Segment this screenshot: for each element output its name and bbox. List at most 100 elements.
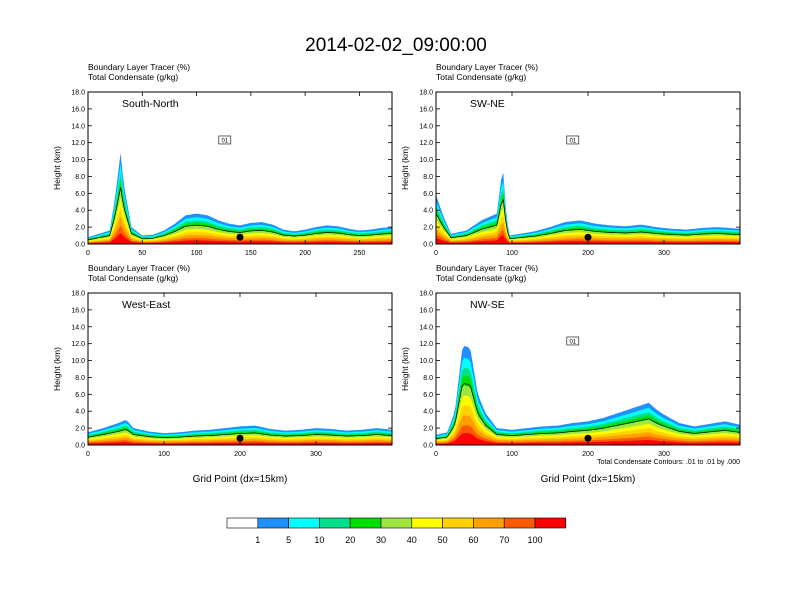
y-tick-label: 8.0 [423,174,433,181]
y-tick-label: 18.0 [419,291,433,298]
colorbar-label: 5 [286,535,291,545]
panel-south-north: Boundary Layer Tracer (%)Total Condensat… [52,62,393,257]
x-tick-label: 0 [434,451,438,458]
y-tick-label: 0.0 [423,443,433,450]
y-tick-label: 2.0 [423,225,433,232]
surface-point-marker [584,434,592,442]
x-tick-label: 250 [354,250,366,257]
tracer-band-6 [436,395,740,445]
x-tick-label: 300 [658,451,670,458]
x-tick-label: 100 [191,250,203,257]
x-tick-label: 100 [506,250,518,257]
panel-label: West-East [122,299,170,311]
y-tick-label: 16.0 [71,307,85,314]
panel-header-condensate: Total Condensate (g/kg) [436,72,526,82]
colorbar-swatch [442,517,474,529]
panel-header-condensate: Total Condensate (g/kg) [88,72,178,82]
y-tick-label: 12.0 [71,140,85,147]
x-tick-label: 150 [245,250,257,257]
y-tick-label: 6.0 [423,191,433,198]
colorbar-label: 60 [468,535,478,545]
y-tick-label: 14.0 [71,324,85,331]
panels: Boundary Layer Tracer (%)Total Condensat… [52,62,741,485]
condensate-contour-low [436,383,740,440]
tracer-field [436,345,740,445]
y-tick-label: 14.0 [419,324,433,331]
surface-point-marker [236,233,244,241]
panel-label: SW-NE [470,98,505,110]
condensate-contour-low [88,187,392,241]
colorbar-swatch [288,517,320,529]
colorbar-swatch [380,517,413,529]
y-axis-label: Height (km) [52,146,62,190]
colorbar-label: 20 [345,535,355,545]
panel-west-east: Boundary Layer Tracer (%)Total Condensat… [52,263,393,485]
x-tick-label: 0 [86,451,90,458]
y-tick-label: 8.0 [75,174,85,181]
y-tick-label: 4.0 [423,409,433,416]
y-tick-label: 16.0 [419,307,433,314]
contour-label-box [218,135,232,145]
y-tick-label: 2.0 [75,225,85,232]
contour-label: 01 [569,138,576,144]
y-tick-label: 18.0 [71,291,85,298]
x-tick-label: 100 [506,451,518,458]
y-tick-label: 18.0 [71,90,85,97]
x-tick-label: 0 [434,250,438,257]
y-tick-label: 6.0 [75,191,85,198]
y-tick-label: 2.0 [423,426,433,433]
plot-frame [87,292,393,446]
contour-label-box [566,336,580,346]
y-tick-label: 4.0 [75,409,85,416]
tracer-band-7 [436,405,740,445]
x-tick-label: 300 [310,451,322,458]
tracer-field [88,152,392,244]
y-tick-label: 14.0 [71,123,85,130]
x-tick-label: 0 [86,250,90,257]
panel-label: NW-SE [470,299,505,311]
y-tick-label: 14.0 [419,123,433,130]
colorbar-swatch [226,517,259,529]
colorbar-swatch [411,517,443,529]
y-tick-label: 6.0 [423,392,433,399]
x-tick-label: 200 [234,451,246,458]
contour-footnote: Total Condensate Contours: .01 to .01 by… [597,459,740,466]
y-tick-label: 16.0 [419,106,433,113]
panel-header-tracer: Boundary Layer Tracer (%) [436,263,538,273]
panel-sw-ne: Boundary Layer Tracer (%)Total Condensat… [400,62,741,257]
panel-header-tracer: Boundary Layer Tracer (%) [88,62,190,72]
y-tick-label: 4.0 [423,208,433,215]
y-tick-label: 2.0 [75,426,85,433]
colorbar-label: 40 [407,535,417,545]
colorbar-swatch [257,517,289,529]
panel-header-tracer: Boundary Layer Tracer (%) [436,62,538,72]
y-tick-label: 0.0 [75,443,85,450]
y-tick-label: 8.0 [75,375,85,382]
colorbar-swatch [349,517,382,529]
y-tick-label: 4.0 [75,208,85,215]
y-tick-label: 0.0 [423,242,433,249]
tracer-band-8 [436,415,740,445]
panel-nw-se: Boundary Layer Tracer (%) Total Condensat… [400,263,741,485]
contour-label-box [566,135,580,145]
y-tick-label: 6.0 [75,392,85,399]
y-axis-label: Height (km) [400,347,410,391]
colorbar-label: 70 [499,535,509,545]
y-tick-label: 10.0 [71,157,85,164]
tracer-band-10 [88,233,392,244]
x-tick-label: 200 [299,250,311,257]
y-tick-label: 8.0 [423,375,433,382]
surface-point-marker [584,233,592,241]
colorbar-swatch [319,517,351,529]
colorbar-swatch [503,517,536,529]
contour-label: 01 [221,138,228,144]
y-tick-label: 10.0 [71,358,85,365]
x-tick-label: 300 [658,250,670,257]
colorbar-label: 30 [376,535,386,545]
y-axis-label: Height (km) [400,146,410,190]
plot-frame [87,91,393,245]
y-tick-label: 12.0 [419,341,433,348]
x-tick-label: 200 [582,250,594,257]
y-axis-label: Height (km) [52,347,62,391]
colorbar-swatch [473,517,505,529]
